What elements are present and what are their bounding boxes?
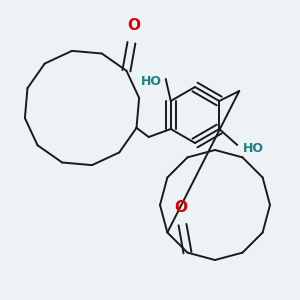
Text: HO: HO xyxy=(141,75,162,88)
Text: O: O xyxy=(127,18,140,33)
Text: O: O xyxy=(174,200,187,214)
Text: HO: HO xyxy=(243,142,264,155)
